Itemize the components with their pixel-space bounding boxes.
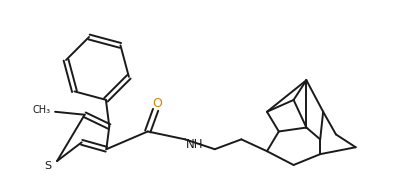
Text: S: S bbox=[45, 161, 52, 171]
Text: O: O bbox=[152, 97, 162, 110]
Text: CH₃: CH₃ bbox=[32, 105, 50, 115]
Text: NH: NH bbox=[186, 138, 204, 151]
